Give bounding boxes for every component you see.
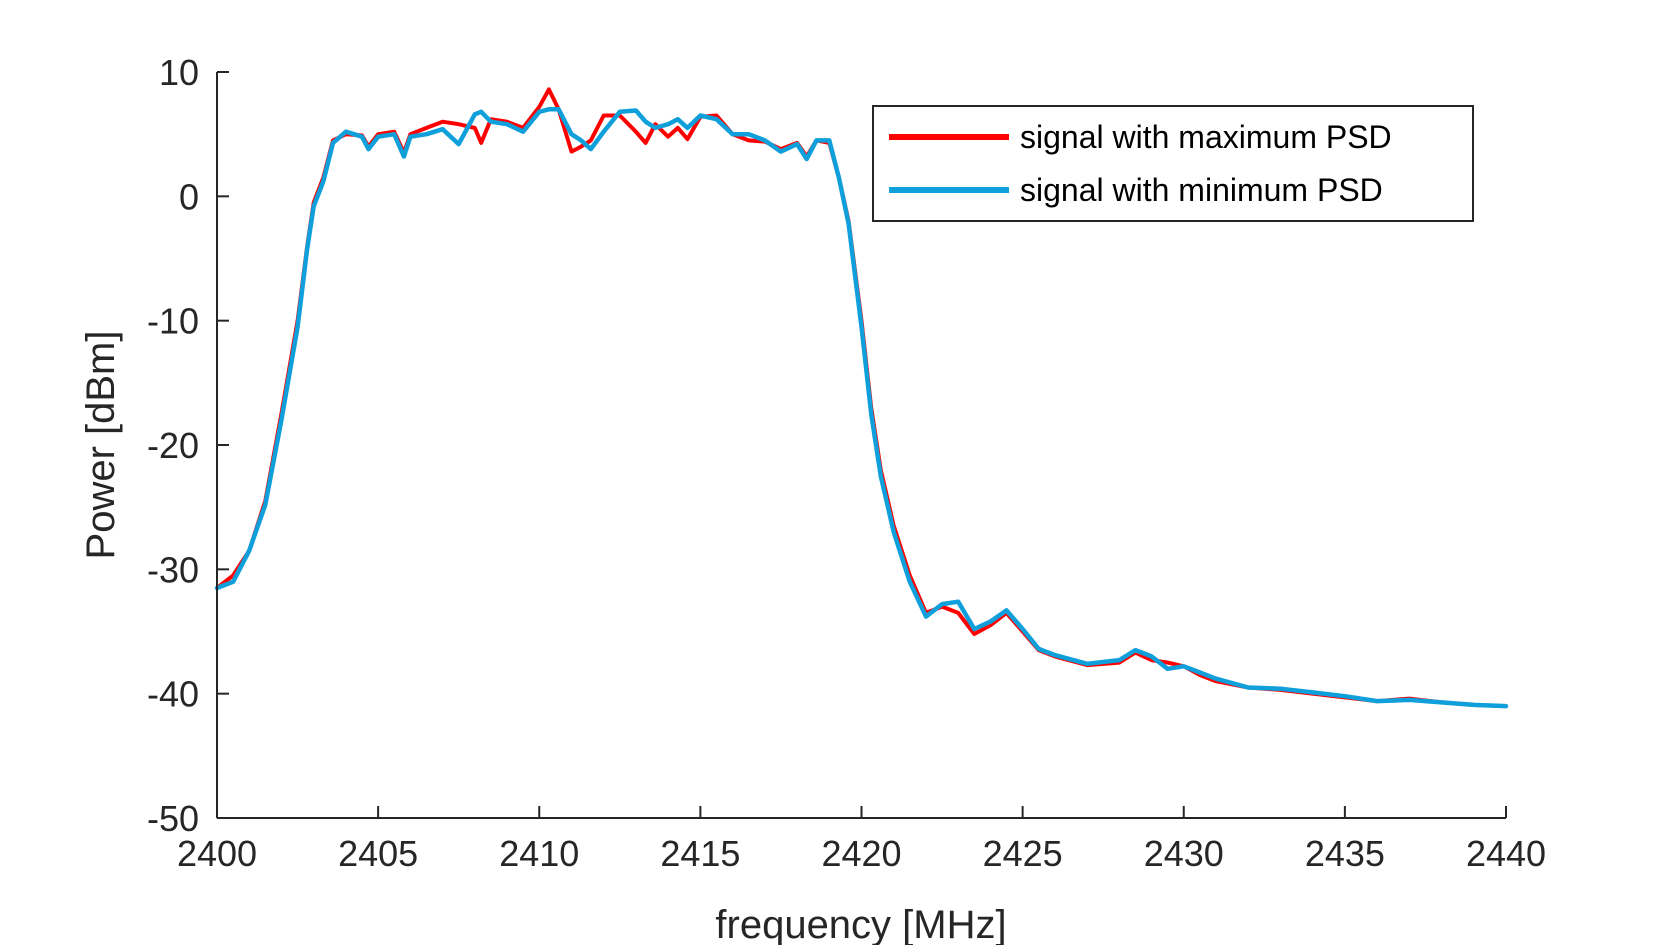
y-tick-label: 10: [159, 52, 199, 93]
y-ticks: 10 0 -10 -20 -30 -40 -50: [147, 52, 229, 839]
y-tick-label: -20: [147, 425, 199, 466]
y-tick-label: -50: [147, 798, 199, 839]
legend-box: [872, 105, 1474, 222]
x-tick-label: 2435: [1305, 833, 1385, 874]
x-tick-label: 2400: [177, 833, 257, 874]
legend-entry-max: signal with maximum PSD: [889, 119, 1392, 155]
series-layer: [214, 87, 1509, 709]
x-ticks: 2400 2405 2410 2415 2420 2425 2430 2435 2440: [177, 806, 1546, 874]
x-tick-label: 2415: [660, 833, 740, 874]
y-tick-label: 0: [179, 176, 199, 217]
x-tick-label: 2410: [499, 833, 579, 874]
x-tick-label: 2425: [983, 833, 1063, 874]
legend: signal with maximum PSD signal with mini…: [872, 105, 1474, 222]
legend-label-max: signal with maximum PSD: [1020, 119, 1392, 155]
x-tick-label: 2440: [1466, 833, 1546, 874]
y-tick-label: -30: [147, 549, 199, 590]
y-tick-label: -40: [147, 674, 199, 715]
plot-area: 2400 2405 2410 2415 2420 2425 2430 2435 2440 10 0…: [147, 52, 1546, 874]
x-tick-label: 2420: [821, 833, 901, 874]
y-tick-label: -10: [147, 301, 199, 342]
legend-entry-min: signal with minimum PSD: [889, 172, 1383, 208]
legend-label-min: signal with minimum PSD: [1020, 172, 1383, 208]
x-axis-title: frequency [MHz]: [715, 903, 1006, 945]
x-tick-label: 2430: [1144, 833, 1224, 874]
y-axis-title: Power [dBm]: [79, 331, 123, 560]
x-tick-label: 2405: [338, 833, 418, 874]
series-line-min-psd: [214, 107, 1509, 709]
